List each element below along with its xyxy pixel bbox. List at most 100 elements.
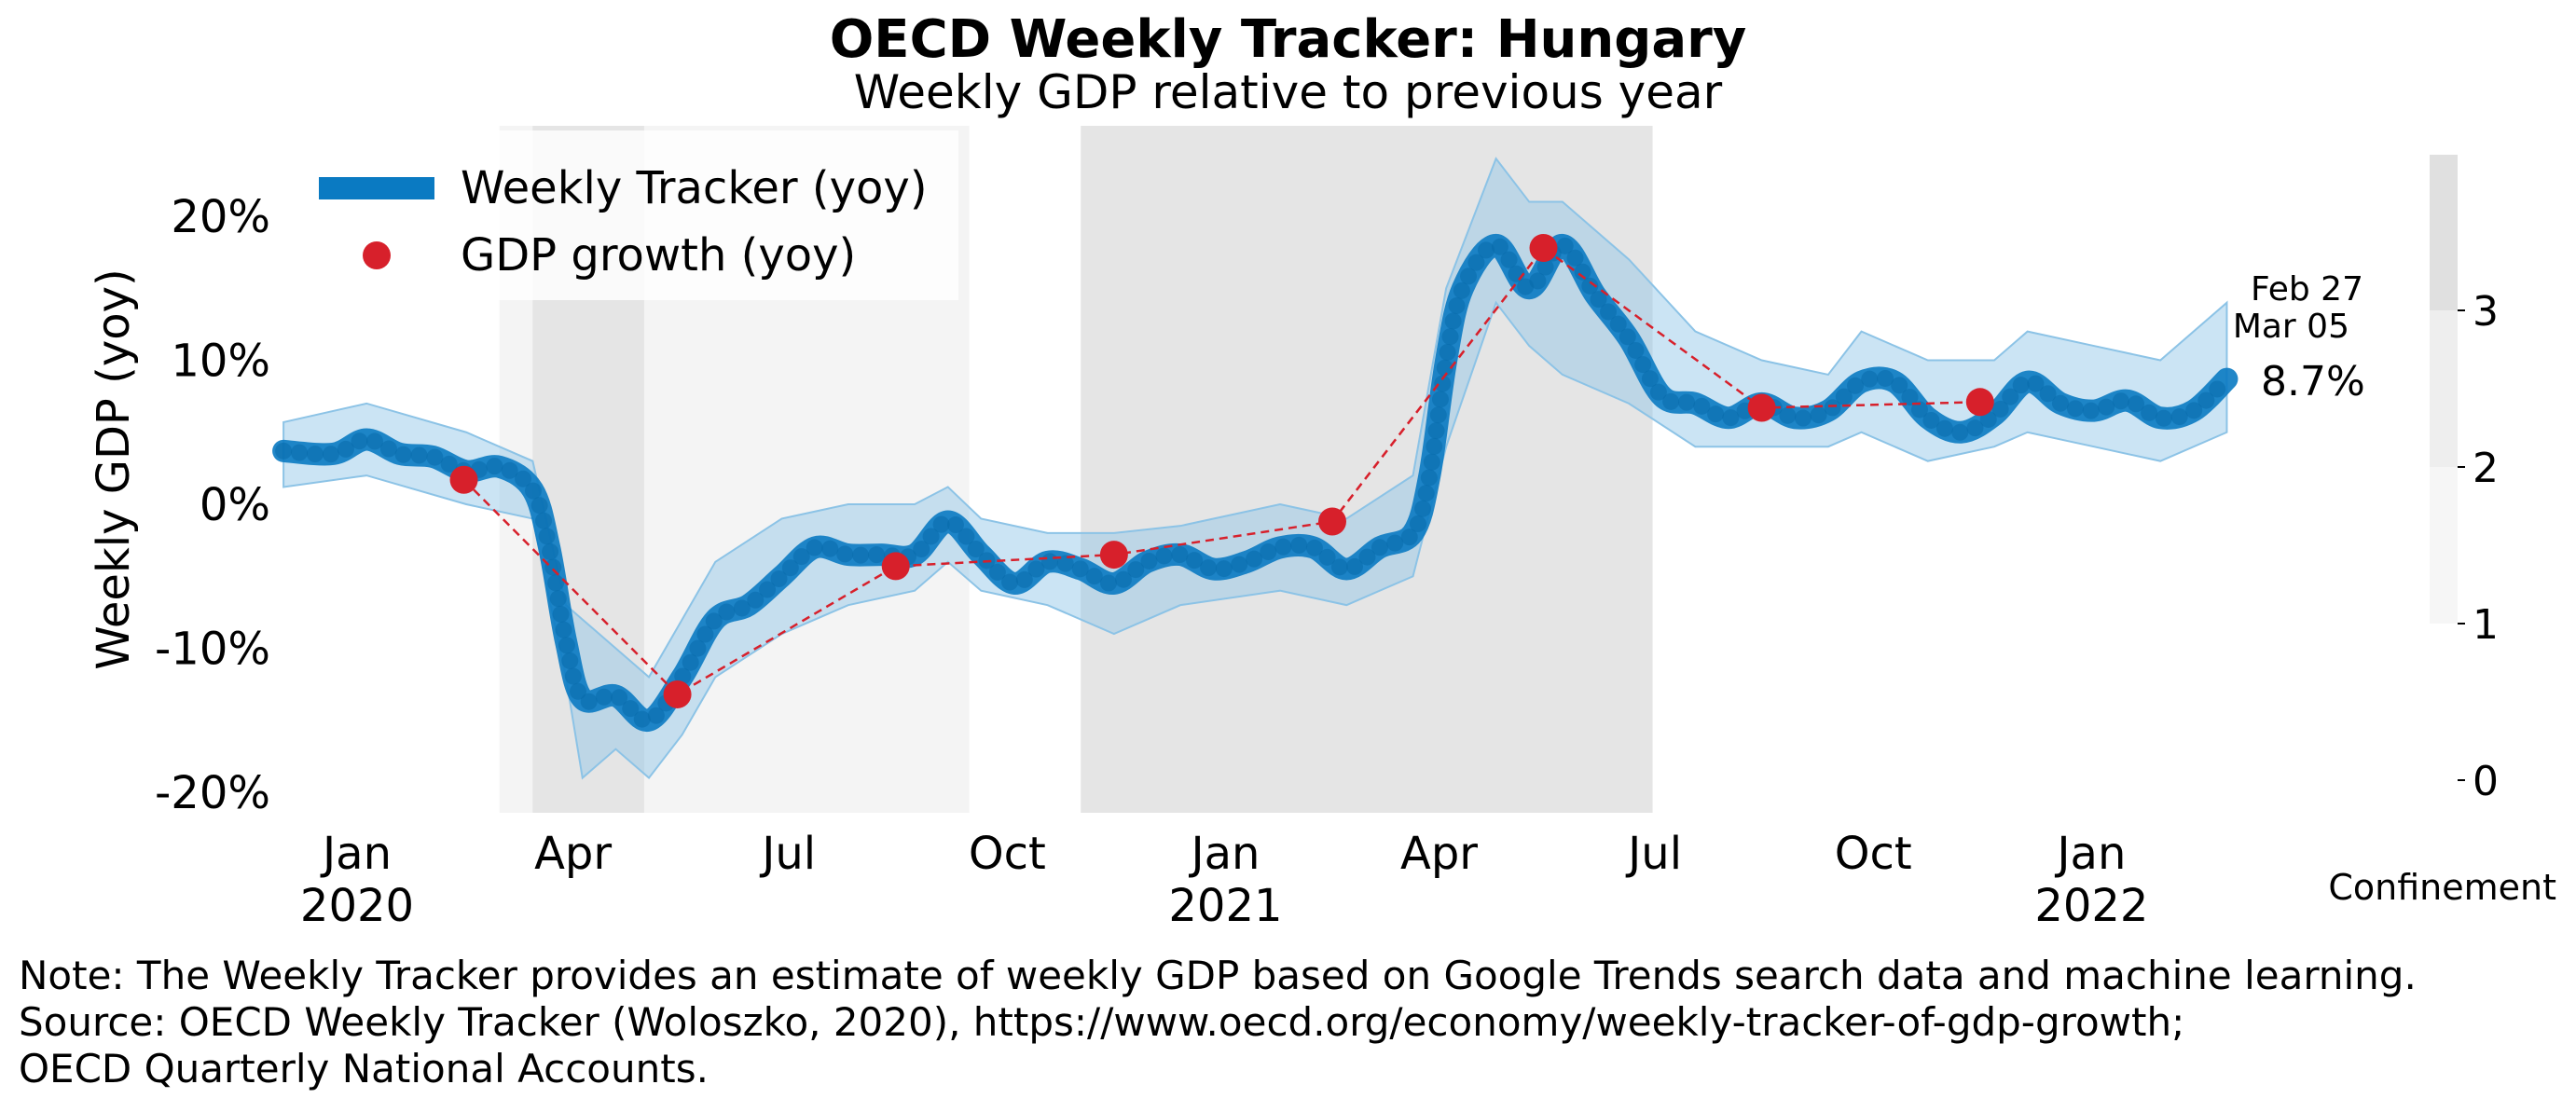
- tracker-marker: [1371, 539, 1388, 556]
- tracker-marker: [1414, 500, 1432, 517]
- tracker-marker: [792, 548, 810, 566]
- confinement-scale-title: Confinement: [2328, 867, 2556, 908]
- tracker-marker: [1641, 370, 1659, 388]
- x-tick-label: 2022: [2034, 880, 2148, 932]
- tracker-marker: [2112, 392, 2129, 410]
- y-tick-label: -20%: [155, 767, 270, 819]
- gdp-point: [1747, 393, 1776, 422]
- tracker-marker: [1290, 536, 1308, 554]
- tracker-marker: [1431, 391, 1449, 408]
- tracker-marker: [561, 652, 579, 669]
- tracker-marker: [322, 446, 339, 463]
- tracker-marker: [1566, 249, 1584, 267]
- tracker-marker: [2082, 402, 2100, 419]
- tracker-marker: [633, 710, 651, 728]
- tracker-marker: [558, 637, 575, 654]
- tracker-marker: [515, 470, 532, 487]
- confinement-scale-level-2: [2430, 310, 2458, 467]
- tracker-marker: [1922, 411, 1940, 429]
- tracker-marker: [1071, 560, 1089, 578]
- tracker-marker: [622, 700, 640, 718]
- tracker-marker: [1627, 341, 1645, 359]
- tracker-marker: [595, 688, 613, 706]
- tracker-marker: [1274, 538, 1292, 556]
- tracker-marker: [1085, 568, 1103, 585]
- tracker-marker: [759, 581, 777, 598]
- tracker-marker: [394, 446, 412, 463]
- tracker-marker: [426, 448, 444, 466]
- tracker-marker: [1574, 263, 1591, 281]
- confinement-scale-level-1: [2430, 467, 2458, 624]
- note-line-3: OECD Quarterly National Accounts.: [19, 1046, 709, 1091]
- tracker-marker: [535, 512, 553, 529]
- tracker-marker: [1500, 251, 1518, 268]
- tracker-marker: [524, 482, 542, 500]
- x-tick-label: Apr: [534, 828, 612, 880]
- tracker-marker: [1448, 296, 1466, 314]
- tracker-marker: [1609, 315, 1627, 333]
- tracker-marker: [1891, 377, 1908, 394]
- tracker-marker: [501, 461, 518, 479]
- tracker-marker: [852, 546, 870, 564]
- tracker-marker: [1231, 556, 1248, 573]
- tracker-marker: [555, 621, 572, 638]
- tracker-marker: [569, 682, 586, 700]
- tracker-marker: [2027, 375, 2045, 392]
- tracker-marker: [967, 541, 985, 558]
- tracker-marker: [549, 590, 567, 608]
- tracker-marker: [2197, 391, 2215, 409]
- x-tick-label: Jan: [1188, 828, 1260, 880]
- legend: Weekly Tracker (yoy) GDP growth (yoy): [304, 130, 958, 300]
- y-tick-label: 20%: [171, 191, 270, 243]
- tracker-marker: [2141, 404, 2158, 421]
- tracker-marker: [946, 516, 964, 534]
- chart-plot: -20%-10%0%10%20%Weekly GDP (yoy) Jan2020…: [88, 126, 2556, 932]
- tracker-marker: [682, 653, 699, 671]
- legend-gdp-swatch: [363, 241, 391, 269]
- tracker-marker: [1434, 375, 1452, 392]
- tracker-marker: [1171, 546, 1189, 564]
- tracker-marker: [1619, 328, 1636, 346]
- gdp-point: [881, 552, 910, 581]
- x-tick-label: Jul: [759, 828, 816, 880]
- tracker-marker: [1707, 405, 1725, 423]
- last-value-label: 8.7%: [2261, 358, 2365, 405]
- tracker-marker: [544, 558, 562, 576]
- tracker-marker: [1478, 241, 1495, 259]
- tracker-marker: [1467, 254, 1485, 271]
- tracker-marker: [647, 707, 665, 724]
- tracker-marker: [1634, 356, 1652, 374]
- tracker-marker: [1409, 515, 1426, 532]
- tracker-marker: [1861, 370, 1879, 388]
- tracker-marker: [291, 444, 309, 461]
- tracker-marker: [2002, 388, 2019, 405]
- x-tick-label: Jul: [1625, 828, 1682, 880]
- tracker-marker: [957, 528, 975, 545]
- legend-entry-tracker: Weekly Tracker (yoy): [461, 162, 928, 214]
- tracker-marker: [1386, 534, 1404, 552]
- tracker-marker: [2128, 395, 2145, 413]
- chart-title: OECD Weekly Tracker: Hungary: [829, 9, 1747, 70]
- tracker-marker: [580, 693, 598, 710]
- tracker-marker: [1155, 547, 1173, 565]
- tracker-marker: [530, 497, 548, 515]
- tracker-marker: [1810, 406, 1827, 424]
- tracker-marker: [1662, 392, 1680, 410]
- tracker-marker: [1246, 550, 1263, 568]
- tracker-marker: [1140, 552, 1158, 570]
- x-tick-label: Oct: [1835, 828, 1912, 880]
- tracker-marker: [868, 546, 886, 564]
- tracker-marker: [806, 539, 823, 556]
- tracker-marker: [1417, 485, 1435, 502]
- y-axis-label: Weekly GDP (yoy): [88, 268, 140, 670]
- tracker-marker: [379, 440, 397, 458]
- tracker-marker: [1436, 359, 1453, 377]
- legend-box: [304, 130, 958, 300]
- confinement-scale: 0 1 2 3 Confinement: [2328, 155, 2556, 908]
- tracker-marker: [1847, 377, 1865, 394]
- gdp-point: [1317, 507, 1346, 536]
- gdp-point: [1099, 541, 1128, 570]
- tracker-marker: [275, 442, 293, 460]
